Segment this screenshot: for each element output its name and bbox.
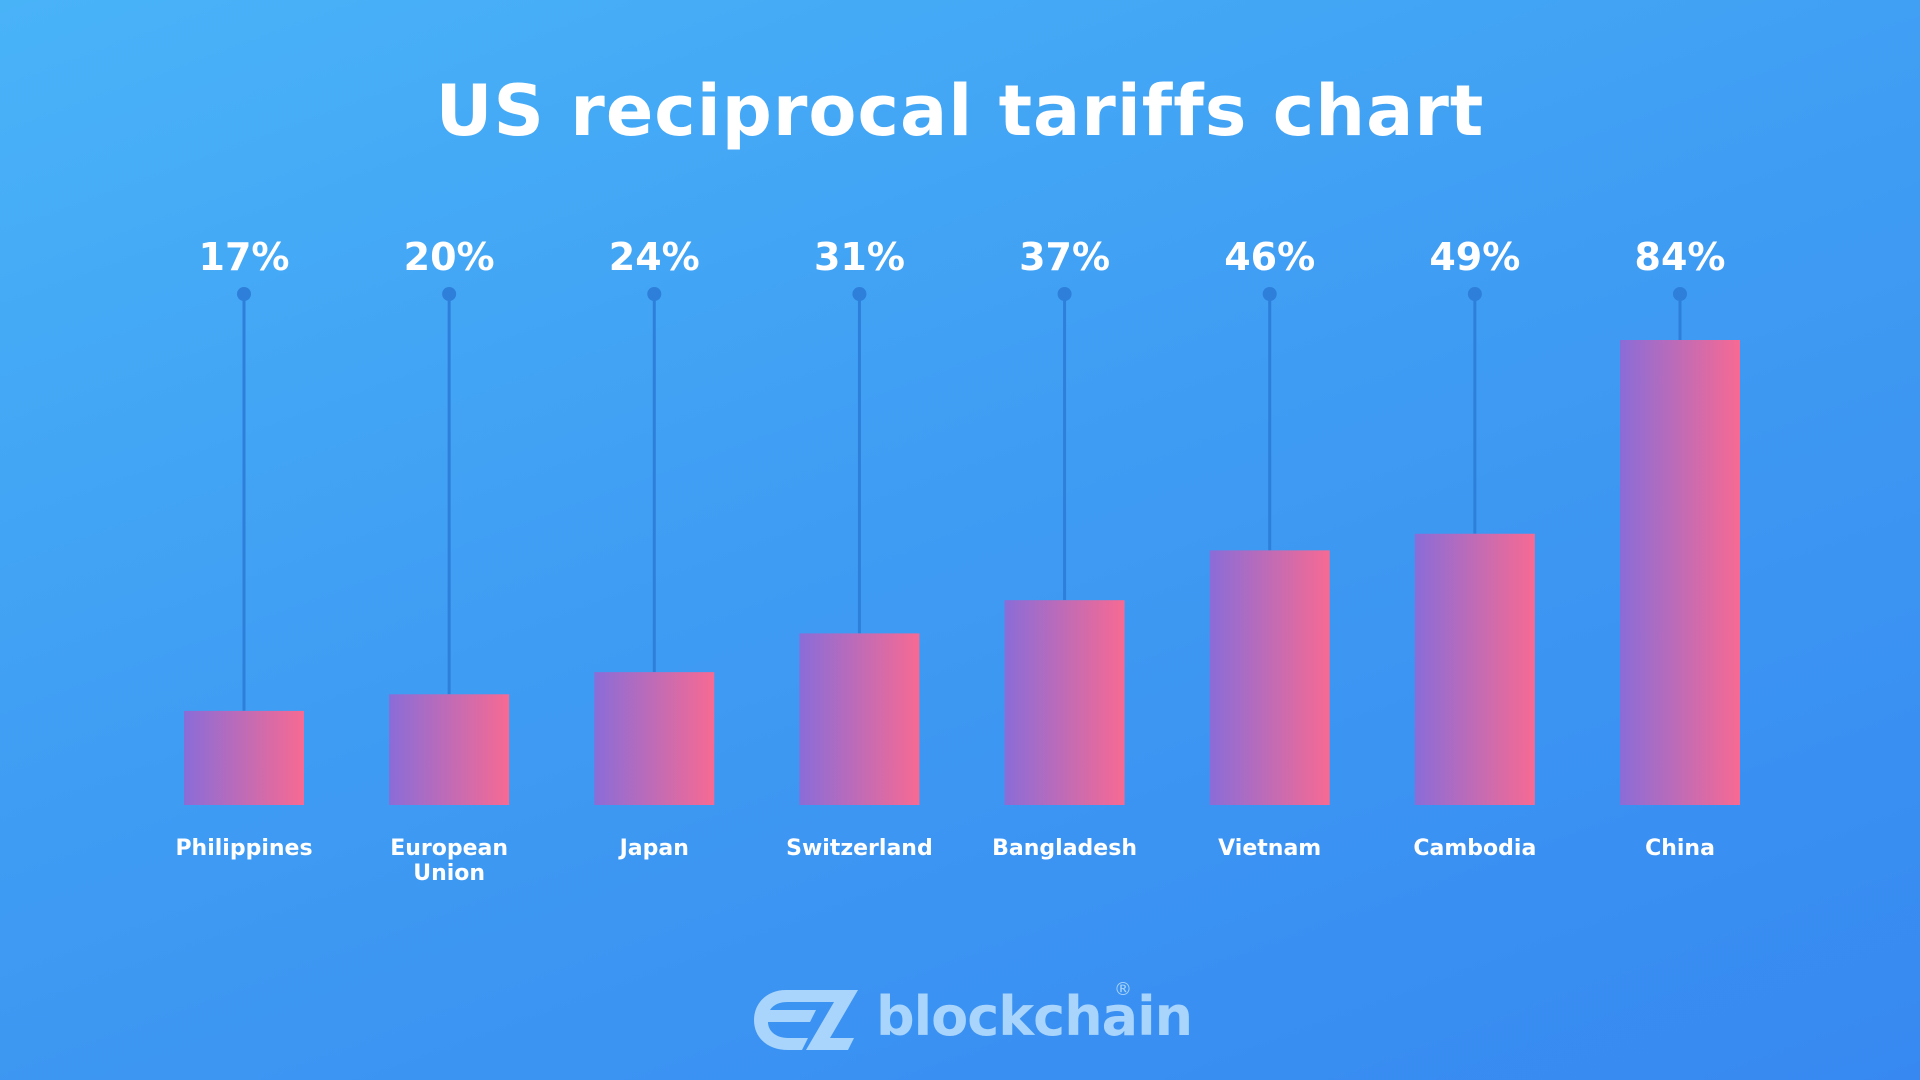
- bar: [1004, 600, 1125, 805]
- bar: [1414, 533, 1535, 805]
- value-label: 49%: [1429, 235, 1520, 279]
- value-label: 46%: [1224, 235, 1315, 279]
- brand-logo: blockchain ®: [750, 979, 1193, 1060]
- category-label: Union: [413, 861, 485, 886]
- value-label: 17%: [199, 235, 290, 279]
- stem-dot: [1467, 287, 1482, 301]
- category-label: Cambodia: [1413, 836, 1536, 861]
- bar: [184, 710, 304, 805]
- category-label: Vietnam: [1218, 836, 1321, 861]
- category-label: Japan: [618, 836, 689, 861]
- brand-name: blockchain: [876, 985, 1193, 1048]
- registered-mark: ®: [1114, 979, 1132, 1000]
- bar: [1209, 550, 1330, 805]
- category-label: China: [1645, 836, 1715, 861]
- category-label: Philippines: [175, 836, 312, 861]
- stem-dot: [852, 287, 867, 301]
- category-label: European: [390, 836, 508, 861]
- value-label: 31%: [814, 235, 905, 279]
- chart-title: US reciprocal tariffs chart: [435, 70, 1485, 152]
- category-label: Switzerland: [786, 836, 933, 861]
- bar: [1620, 340, 1740, 805]
- value-label: 20%: [404, 235, 495, 279]
- bar: [594, 672, 715, 805]
- stem-dot: [1057, 287, 1072, 301]
- bar: [389, 694, 510, 805]
- value-label: 84%: [1635, 235, 1726, 279]
- value-label: 24%: [609, 235, 700, 279]
- ez-logo-icon: [754, 990, 858, 1050]
- bar: [799, 633, 920, 805]
- value-label: 37%: [1019, 235, 1110, 279]
- stem-dot: [1262, 287, 1277, 301]
- stem-dot: [1673, 287, 1687, 301]
- stem-dot: [442, 287, 457, 301]
- stem-dot: [647, 287, 662, 301]
- category-label: Bangladesh: [992, 836, 1137, 861]
- stem-dot: [237, 287, 251, 301]
